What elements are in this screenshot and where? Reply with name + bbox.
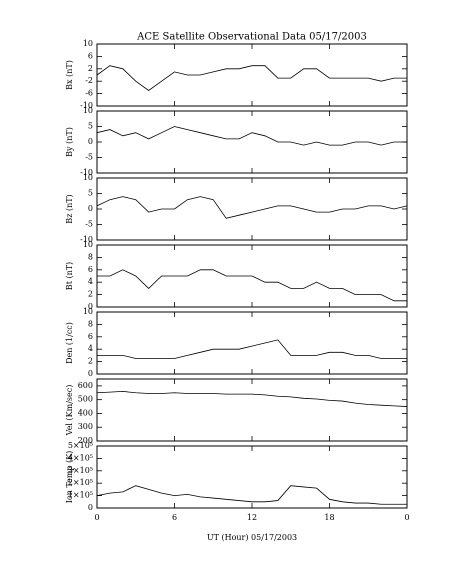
y-axis-label: Den (1/cc) xyxy=(65,322,74,364)
y-tick-label: 0 xyxy=(88,503,93,512)
y-tick-label: 10 xyxy=(83,106,93,115)
data-line xyxy=(96,196,408,219)
x-tick-label: 0 xyxy=(94,513,99,522)
data-line xyxy=(97,269,407,302)
y-tick-label: -10 xyxy=(80,101,93,110)
data-line xyxy=(96,126,407,146)
y-tick-label: 2 xyxy=(88,290,93,299)
y-tick-label: 8 xyxy=(88,319,93,328)
y-tick-label: 8 xyxy=(88,252,93,261)
x-tick-label: 12 xyxy=(247,513,257,522)
x-tick-label: 0 xyxy=(404,513,409,522)
panel-frame xyxy=(96,177,408,241)
y-axis-label: Bx (nT) xyxy=(65,60,74,90)
y-tick-label: 5×10⁵ xyxy=(68,441,93,450)
y-tick-label: 10 xyxy=(83,240,93,249)
y-tick-label: -2 xyxy=(85,76,93,85)
y-axis-label: Bz (nT) xyxy=(65,194,74,223)
y-tick-label: 6 xyxy=(88,265,93,274)
y-tick-label: 4×10⁵ xyxy=(68,453,93,462)
panel-frame xyxy=(96,311,408,375)
y-tick-label: 2 xyxy=(88,357,93,366)
chart-title: ACE Satellite Observational Data 05/17/2… xyxy=(136,32,367,43)
y-axis-label: Vel (Km/sec) xyxy=(65,385,74,437)
y-tick-label: 0 xyxy=(88,137,93,146)
y-tick-label: 3×10⁵ xyxy=(68,466,93,475)
x-tick-label: 18 xyxy=(324,513,334,522)
y-tick-label: 2×10⁵ xyxy=(68,478,93,487)
y-tick-label: -5 xyxy=(85,153,93,162)
y-tick-label: 6 xyxy=(88,51,93,60)
y-tick-label: 10 xyxy=(83,39,93,48)
data-line xyxy=(96,390,408,407)
y-tick-label: 10 xyxy=(83,307,93,316)
y-tick-label: 5 xyxy=(88,122,93,131)
y-tick-label: 5 xyxy=(88,189,93,198)
y-tick-label: 0 xyxy=(88,369,93,378)
y-tick-label: 600 xyxy=(78,381,93,390)
panel-frame xyxy=(96,43,408,107)
y-axis-label: Ion Temp (K) xyxy=(65,451,74,504)
x-tick-label: 6 xyxy=(172,513,177,522)
y-tick-label: 200 xyxy=(78,436,93,445)
y-tick-label: 4 xyxy=(88,277,93,286)
y-tick-label: 10 xyxy=(83,173,93,182)
panel-frame xyxy=(96,378,408,442)
y-tick-label: 0 xyxy=(88,204,93,213)
y-tick-label: 4 xyxy=(88,344,93,353)
y-tick-label: -10 xyxy=(80,168,93,177)
data-line xyxy=(96,485,407,505)
y-tick-label: -10 xyxy=(80,235,93,244)
data-line xyxy=(96,65,407,91)
y-tick-label: 0 xyxy=(88,302,93,311)
y-axis-label: By (nT) xyxy=(65,127,74,157)
data-line xyxy=(97,339,407,359)
y-tick-label: 1×10⁵ xyxy=(68,491,93,500)
y-axis-label: Bt (nT) xyxy=(65,262,74,290)
y-tick-label: 500 xyxy=(78,395,93,404)
y-tick-label: 2 xyxy=(88,64,93,73)
y-tick-label: 400 xyxy=(78,408,93,417)
y-tick-label: -6 xyxy=(85,89,93,98)
x-axis-label: UT (Hour) 05/17/2003 xyxy=(207,533,297,542)
y-tick-label: 300 xyxy=(78,422,93,431)
panel-frame xyxy=(96,445,408,509)
y-tick-label: -5 xyxy=(85,220,93,229)
y-tick-label: 6 xyxy=(88,332,93,341)
